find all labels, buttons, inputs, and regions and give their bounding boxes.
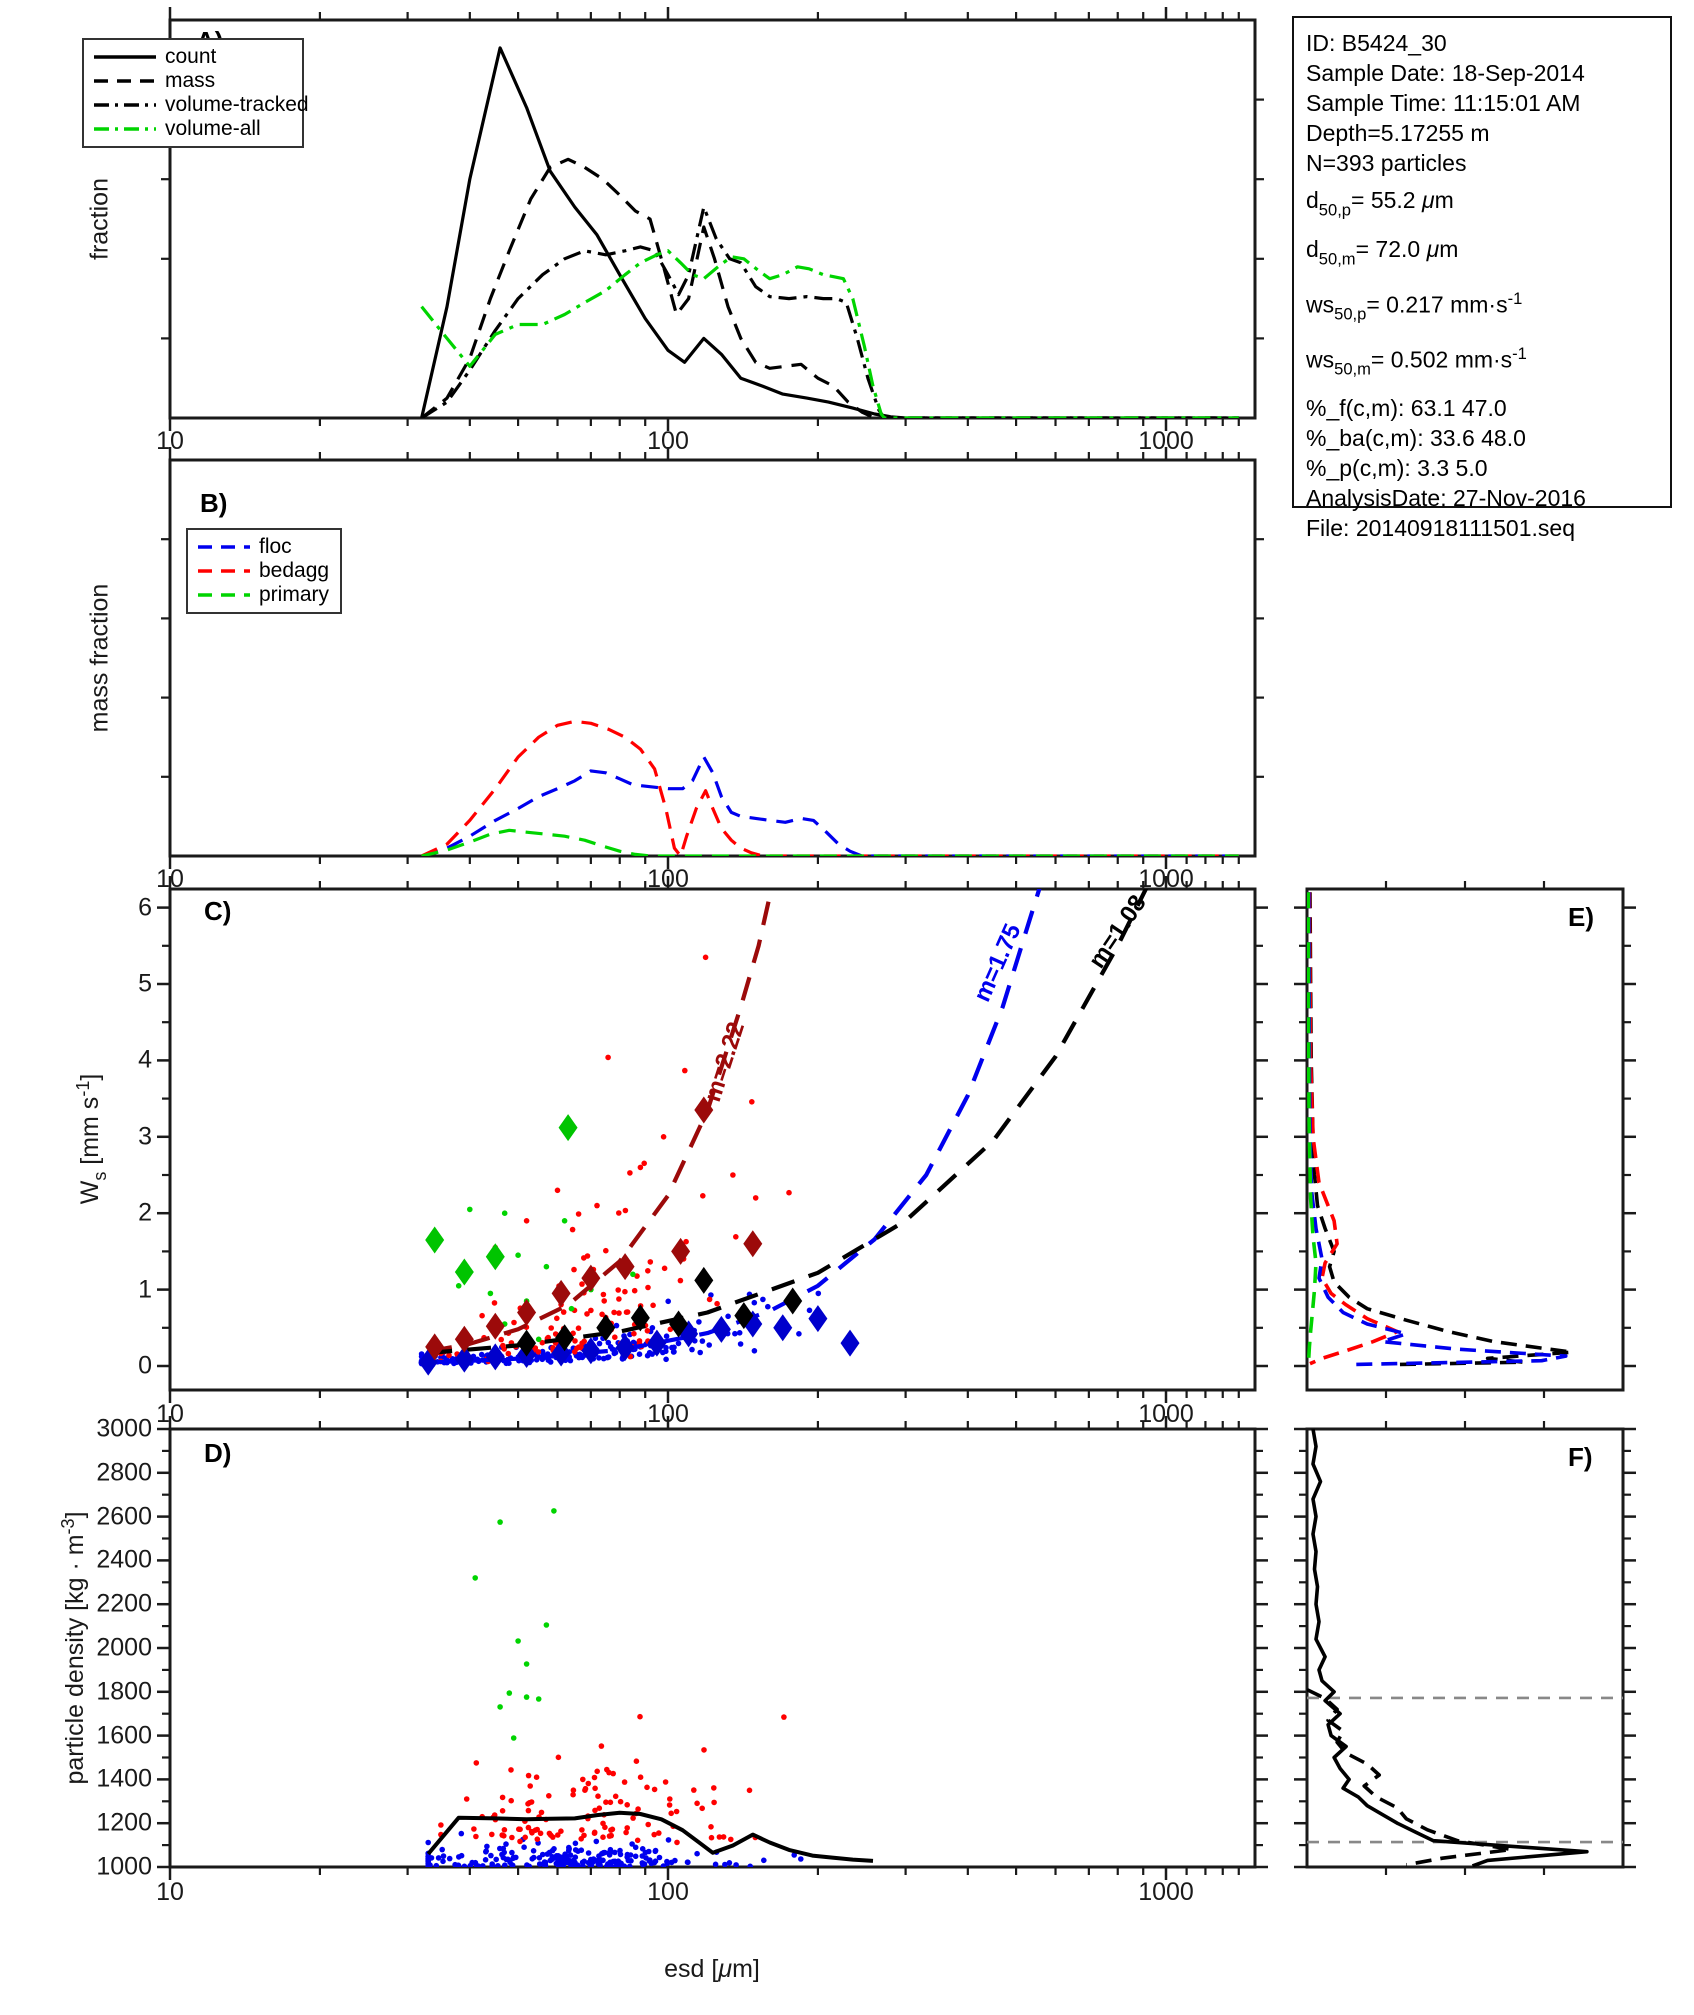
- legend-item-volume-all: volume-all: [92, 117, 294, 141]
- fit-line-bedagg-fit: [427, 889, 774, 1354]
- legend-label: count: [165, 45, 217, 68]
- legend-label: volume-all: [165, 117, 261, 140]
- primary-line: [421, 828, 1239, 856]
- info-line: ID: B5424_30: [1306, 30, 1447, 56]
- panel-b-frame: [168, 447, 1257, 869]
- info-line: %_f(c,m): 63.1 47.0: [1306, 395, 1507, 422]
- info-line: ws50,p= 0.217 mm·s-1: [1306, 288, 1523, 324]
- panel-f-content: [1307, 1429, 1623, 1867]
- panel-a-frame: [168, 7, 1257, 431]
- legend-line-sample: [94, 55, 156, 59]
- y-ticks-d: [157, 1427, 1268, 1869]
- scatter-bedagg-outliers: [492, 954, 759, 1251]
- panel-a-series: [420, 46, 1239, 418]
- fit-line-floc-fit: [428, 889, 1042, 1365]
- legend-line-sample: [198, 569, 250, 573]
- info-line: File: 20140918111501.seq: [1306, 515, 1575, 542]
- legend-line-sample: [94, 79, 156, 83]
- info-line: Sample Time: 11:15:01 AM: [1306, 90, 1581, 116]
- legend-label: bedagg: [259, 559, 330, 582]
- floc-line: [421, 755, 1239, 856]
- median-line: [426, 1810, 874, 1863]
- info-line: AnalysisDate: 27-Nov-2016: [1306, 485, 1586, 512]
- info-line: N=393 particles: [1306, 150, 1467, 176]
- diamonds-all-medians: [517, 1266, 803, 1357]
- legend-item-volume-tracked: volume-tracked: [92, 93, 309, 117]
- panel-d-content: [425, 1508, 874, 1867]
- legend-item-floc: floc: [196, 535, 332, 559]
- scatter-floc-points: [418, 1290, 822, 1368]
- panel-f-frame: [1305, 1421, 1625, 1875]
- info-line: d50,m= 72.0 μm: [1306, 236, 1459, 269]
- panel-b-series: [420, 719, 1239, 856]
- info-line: d50,p= 55.2 μm: [1306, 187, 1454, 220]
- y-ticks-e: [1294, 906, 1636, 1368]
- mass-line: [420, 157, 1239, 418]
- e-dist-bedagg: [1307, 892, 1400, 1366]
- legend-line-sample: [94, 127, 156, 131]
- scatter-floc-points: [425, 1830, 804, 1867]
- diamonds-primary-medians: [425, 1114, 578, 1286]
- legend-label: volume-tracked: [165, 93, 309, 116]
- info-line: %_ba(c,m): 33.6 48.0: [1306, 425, 1526, 452]
- diamonds-bedagg-medians: [425, 1096, 763, 1361]
- fit-line-all-fit: [428, 889, 1149, 1356]
- info-box: ID: B5424_30 Sample Date: 18-Sep-2014 Samp…: [1292, 16, 1672, 541]
- legend-item-mass: mass: [92, 69, 294, 93]
- legend-panel-b: floc bedagg primary: [186, 528, 342, 614]
- panel-e-content: [1307, 892, 1574, 1367]
- f-dist-count-dist: [1311, 1429, 1589, 1867]
- legend-line-sample: [198, 593, 250, 597]
- legend-item-bedagg: bedagg: [196, 559, 332, 583]
- legend-label: floc: [259, 535, 292, 558]
- panel-c-frame: [168, 876, 1257, 1403]
- y-ticks-a: [161, 98, 1264, 340]
- volume-all-line: [420, 249, 1239, 418]
- scatter-bedagg-points: [438, 1713, 787, 1846]
- info-line: Sample Date: 18-Sep-2014: [1306, 60, 1585, 86]
- legend-label: primary: [259, 583, 330, 606]
- count-line: [420, 46, 1239, 418]
- e-dist-all: [1308, 892, 1574, 1367]
- legend-line-sample: [94, 103, 156, 107]
- info-line: ws50,m= 0.502 mm·s-1: [1306, 343, 1527, 379]
- y-ticks-c: [157, 906, 1268, 1368]
- info-line: %_p(c,m): 3.3 5.0: [1306, 455, 1488, 482]
- legend-item-count: count: [92, 45, 294, 69]
- y-ticks-f: [1294, 1427, 1636, 1869]
- panel-e-frame: [1305, 881, 1625, 1398]
- legend-label: mass: [165, 69, 216, 92]
- legend-item-primary: primary: [196, 583, 332, 607]
- legend-line-sample: [198, 545, 250, 549]
- panel-c-content: [418, 889, 1149, 1376]
- y-ticks-b: [161, 538, 1264, 778]
- scatter-primary-points: [472, 1508, 557, 1741]
- bedagg-line: [420, 719, 1239, 856]
- panel-d-frame: [168, 1416, 1257, 1880]
- info-line: Depth=5.17255 m: [1306, 120, 1490, 146]
- e-dist-floc: [1307, 892, 1568, 1367]
- legend-panel-a: count mass volume-tracked volume-all: [82, 38, 309, 148]
- volume-tracked-line: [420, 205, 1239, 418]
